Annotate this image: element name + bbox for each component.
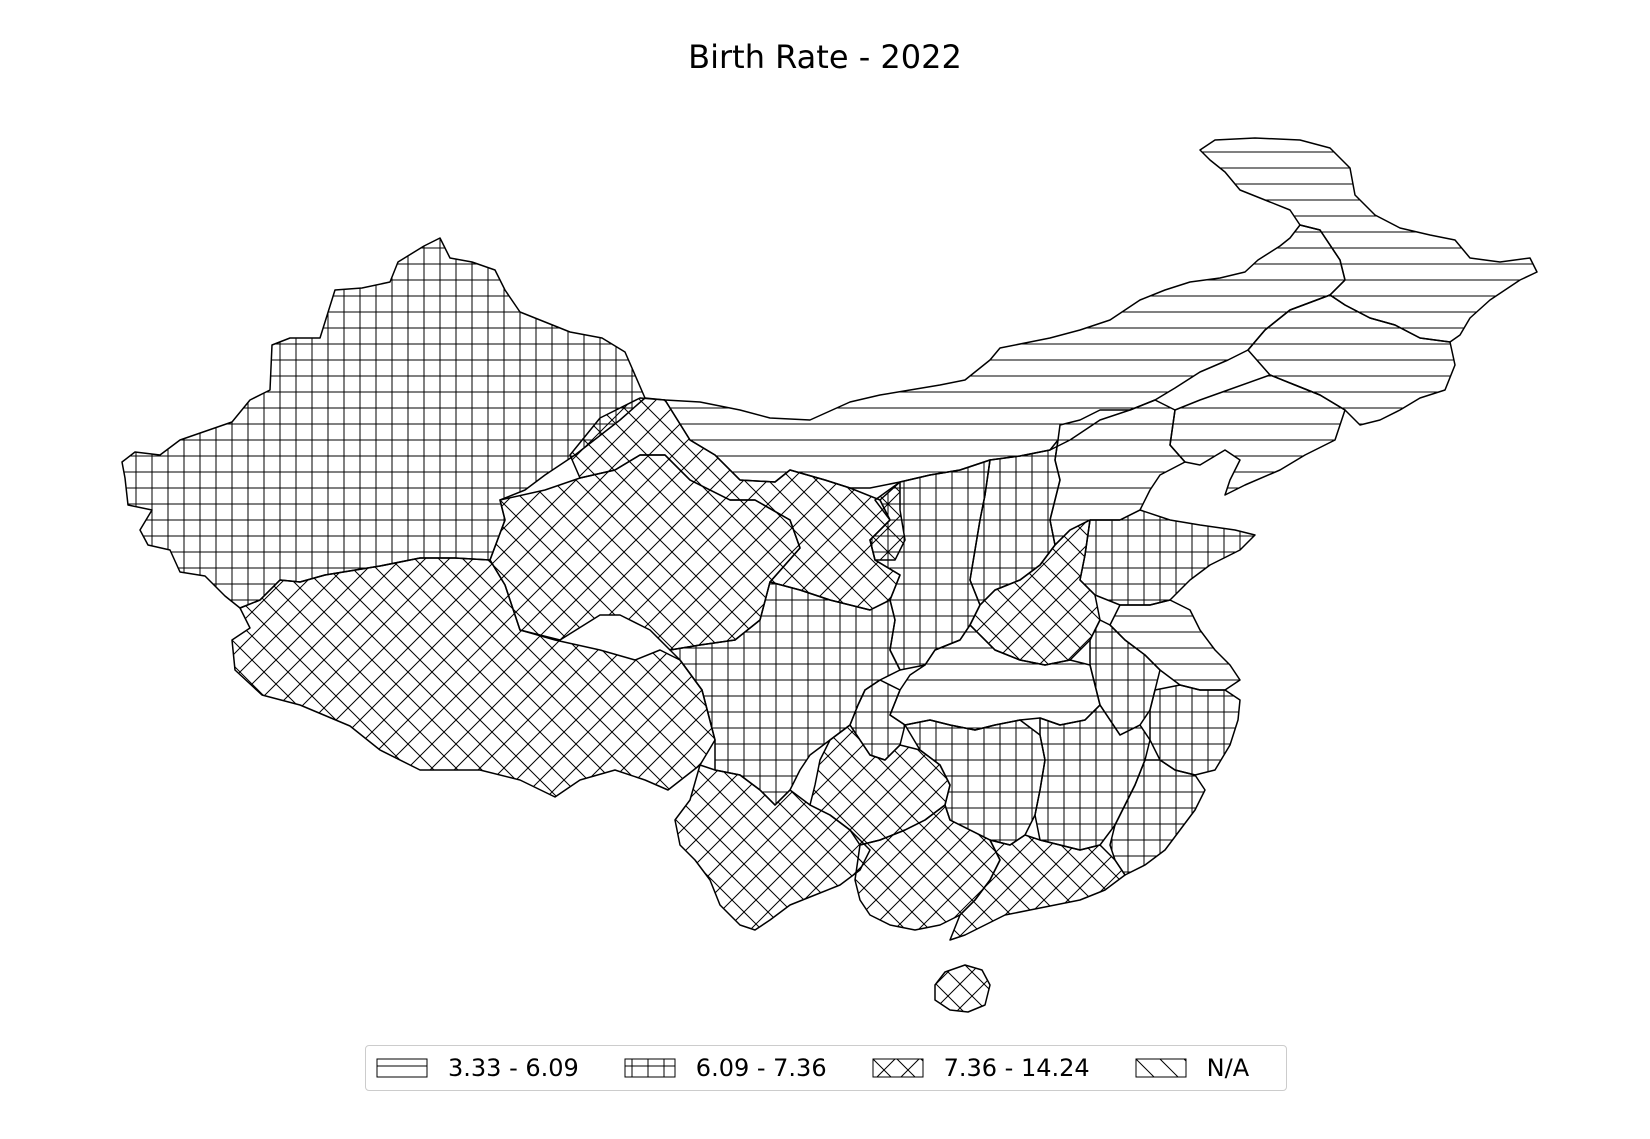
region-shandong [1079, 509, 1256, 606]
legend-label-na: N/A [1206, 1054, 1250, 1082]
region-liaoning [1169, 374, 1346, 496]
region-guangdong [949, 834, 1126, 941]
legend-swatch-diag [872, 1058, 924, 1078]
legend-label-mid: 6.09 - 7.36 [695, 1054, 827, 1082]
legend-label-low: 3.33 - 6.09 [448, 1054, 579, 1082]
region-hainan [934, 964, 991, 1013]
region-zhejiang [1149, 684, 1241, 776]
legend-swatch-na [1135, 1058, 1187, 1078]
region-ningxia [869, 481, 906, 561]
legend-item-na: N/A [1135, 1054, 1249, 1082]
legend-swatch-grid [624, 1058, 676, 1078]
region-yunnan [674, 764, 871, 931]
legend: 3.33 - 6.09 6.09 - 7.36 7.36 - 14.24 N/A [365, 1045, 1287, 1091]
map-title: Birth Rate - 2022 [688, 38, 962, 76]
legend-swatch-horiz [376, 1058, 428, 1078]
legend-item-low: 3.33 - 6.09 [376, 1054, 579, 1082]
legend-label-high: 7.36 - 14.24 [943, 1054, 1090, 1082]
region-xinjiang [121, 237, 646, 609]
legend-item-mid: 6.09 - 7.36 [624, 1054, 827, 1082]
region-fujian [1109, 759, 1206, 876]
legend-item-high: 7.36 - 14.24 [872, 1054, 1090, 1082]
